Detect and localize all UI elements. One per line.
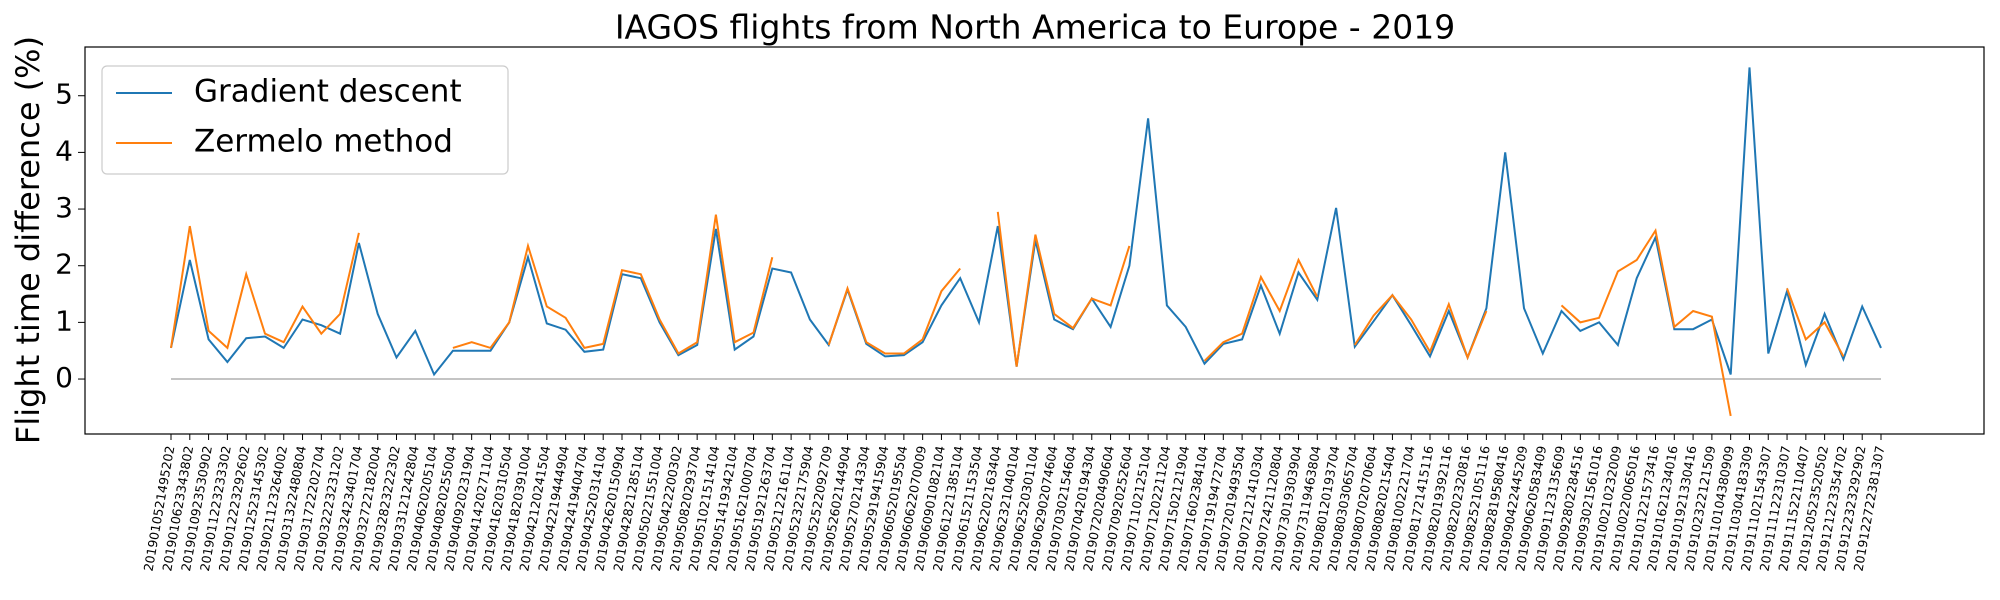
y-axis-label: Flight time difference (%) (9, 36, 47, 444)
y-tick-label: 4 (55, 134, 73, 167)
legend-box (101, 65, 509, 175)
legend-label: Gradient descent (194, 74, 462, 110)
series-line (170, 225, 360, 350)
y-tick-label: 1 (55, 304, 73, 337)
series-line (452, 214, 774, 355)
series-line (1786, 288, 1845, 357)
chart-title: IAGOS flights from North America to Euro… (615, 8, 1455, 47)
series-line (1203, 257, 1319, 362)
series-line (827, 267, 961, 355)
legend-label: Zermelo method (194, 124, 453, 160)
plot-frame (84, 46, 1985, 435)
series-line (1353, 293, 1488, 361)
series-line (996, 211, 1131, 367)
y-tick-label: 3 (55, 191, 73, 224)
series-line (1560, 227, 1732, 417)
y-tick-label: 2 (55, 248, 73, 281)
y-tick-label: 5 (55, 78, 73, 111)
y-tick-label: 0 (55, 361, 73, 394)
